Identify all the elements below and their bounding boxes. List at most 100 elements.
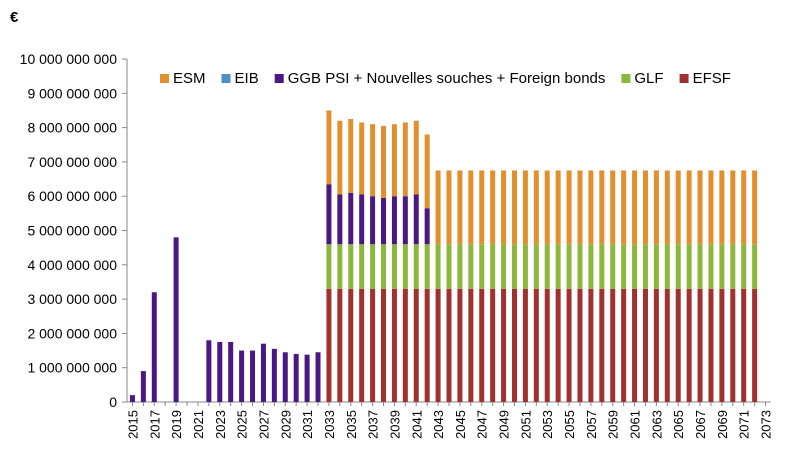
bar-glf-2044 bbox=[446, 244, 452, 289]
legend-swatch-ggb-psi-nouvelles-souches-foreign-bonds bbox=[274, 74, 284, 83]
bar-efsf-2046 bbox=[468, 288, 474, 402]
bar-glf-2038 bbox=[381, 244, 387, 289]
legend-label-esm: ESM bbox=[173, 70, 206, 87]
bar-efsf-2053 bbox=[544, 288, 550, 402]
legend-swatch-eib bbox=[221, 74, 231, 83]
bar-efsf-2054 bbox=[555, 288, 561, 402]
bar-glf-2050 bbox=[511, 244, 517, 289]
bar-glf-2034 bbox=[337, 244, 343, 289]
bar-glf-2060 bbox=[621, 244, 627, 289]
legend: ESM EIB GGB PSI + Nouvelles souches + Fore… bbox=[160, 70, 731, 87]
bar-ggb-psi-nouvelles-souches-foreign-bonds-2034 bbox=[337, 194, 343, 245]
x-tick-label: 2069 bbox=[715, 410, 730, 439]
bar-glf-2040 bbox=[402, 244, 408, 289]
bar-efsf-2049 bbox=[501, 288, 507, 402]
bar-glf-2049 bbox=[501, 244, 507, 289]
y-tick-label: 9 000 000 000 bbox=[27, 85, 117, 101]
x-tick-label: 2065 bbox=[671, 410, 686, 439]
bar-esm-2058 bbox=[599, 170, 605, 245]
bar-glf-2035 bbox=[348, 244, 354, 289]
bar-esm-2042 bbox=[424, 134, 430, 209]
bar-ggb-psi-nouvelles-souches-foreign-bonds-2036 bbox=[359, 194, 365, 245]
bar-esm-2034 bbox=[337, 120, 343, 195]
bar-efsf-2037 bbox=[370, 288, 376, 402]
bar-ggb-psi-nouvelles-souches-foreign-bonds-2042 bbox=[424, 208, 430, 245]
bar-esm-2056 bbox=[577, 170, 583, 245]
bar-efsf-2064 bbox=[664, 288, 670, 402]
bar-glf-2039 bbox=[391, 244, 397, 289]
bar-glf-2071 bbox=[741, 244, 747, 289]
bar-esm-2057 bbox=[588, 170, 594, 245]
bar-ggb-psi-nouvelles-souches-foreign-bonds-2037 bbox=[370, 196, 376, 245]
y-tick-label: 0 bbox=[109, 394, 117, 410]
bar-efsf-2062 bbox=[642, 288, 648, 402]
x-tick-label: 2059 bbox=[606, 410, 621, 439]
unit-label: € bbox=[10, 9, 19, 26]
y-tick-label: 4 000 000 000 bbox=[27, 257, 117, 273]
legend-swatch-glf bbox=[621, 74, 631, 83]
bar-ggb-psi-nouvelles-souches-foreign-bonds-2029 bbox=[282, 352, 288, 402]
bar-glf-2069 bbox=[719, 244, 725, 289]
y-tick-label: 5 000 000 000 bbox=[27, 223, 117, 239]
bar-efsf-2035 bbox=[348, 288, 354, 402]
bar-glf-2067 bbox=[697, 244, 703, 289]
bar-glf-2037 bbox=[370, 244, 376, 289]
x-tick-label: 2033 bbox=[322, 410, 337, 439]
bar-ggb-psi-nouvelles-souches-foreign-bonds-2024 bbox=[228, 341, 234, 402]
x-tick-label: 2027 bbox=[256, 410, 271, 439]
bar-esm-2065 bbox=[675, 170, 681, 245]
bar-glf-2066 bbox=[686, 244, 692, 289]
bar-glf-2061 bbox=[632, 244, 638, 289]
y-tick-label: 7 000 000 000 bbox=[27, 154, 117, 170]
y-tick-label: 3 000 000 000 bbox=[27, 291, 117, 307]
bar-glf-2041 bbox=[413, 244, 419, 289]
x-tick-label: 2021 bbox=[191, 410, 206, 439]
bar-efsf-2048 bbox=[490, 288, 496, 402]
bar-esm-2069 bbox=[719, 170, 725, 245]
y-tick-label: 1 000 000 000 bbox=[27, 360, 117, 376]
bar-esm-2053 bbox=[544, 170, 550, 245]
bar-glf-2070 bbox=[730, 244, 736, 289]
bar-glf-2072 bbox=[752, 244, 758, 289]
x-tick-label: 2061 bbox=[628, 410, 643, 439]
bar-ggb-psi-nouvelles-souches-foreign-bonds-2028 bbox=[271, 348, 277, 402]
x-tick-label: 2049 bbox=[497, 410, 512, 439]
bar-glf-2056 bbox=[577, 244, 583, 289]
bar-efsf-2055 bbox=[566, 288, 572, 402]
bar-efsf-2057 bbox=[588, 288, 594, 402]
bar-esm-2038 bbox=[381, 125, 387, 198]
bar-esm-2055 bbox=[566, 170, 572, 245]
bar-esm-2052 bbox=[533, 170, 539, 245]
x-tick-label: 2039 bbox=[387, 410, 402, 439]
bar-efsf-2034 bbox=[337, 288, 343, 402]
x-tick-label: 2055 bbox=[562, 410, 577, 439]
bar-esm-2033 bbox=[326, 110, 332, 185]
bar-efsf-2041 bbox=[413, 288, 419, 402]
x-tick-label: 2023 bbox=[213, 410, 228, 439]
bar-ggb-psi-nouvelles-souches-foreign-bonds-2038 bbox=[381, 197, 387, 245]
bar-efsf-2036 bbox=[359, 288, 365, 402]
bar-efsf-2071 bbox=[741, 288, 747, 402]
bar-glf-2045 bbox=[457, 244, 463, 289]
bar-glf-2051 bbox=[522, 244, 528, 289]
y-axis: 0 1 000 000 000 2 000 000 000 3 000 000 000… bbox=[20, 51, 128, 410]
bar-efsf-2058 bbox=[599, 288, 605, 402]
legend-label-ggb-psi-nouvelles-souches-foreign-bonds: GGB PSI + Nouvelles souches + Foreign bo… bbox=[288, 70, 606, 87]
legend-label-efsf: EFSF bbox=[693, 70, 731, 87]
bar-esm-2067 bbox=[697, 170, 703, 245]
bar-ggb-psi-nouvelles-souches-foreign-bonds-2019 bbox=[173, 237, 179, 402]
bar-glf-2064 bbox=[664, 244, 670, 289]
bar-glf-2058 bbox=[599, 244, 605, 289]
bar-esm-2041 bbox=[413, 120, 419, 195]
bar-esm-2047 bbox=[479, 170, 485, 245]
x-tick-label: 2057 bbox=[584, 410, 599, 439]
bar-esm-2035 bbox=[348, 119, 354, 193]
bar-ggb-psi-nouvelles-souches-foreign-bonds-2025 bbox=[239, 350, 245, 402]
bar-ggb-psi-nouvelles-souches-foreign-bonds-2041 bbox=[413, 194, 419, 245]
legend-swatch-efsf bbox=[679, 74, 689, 83]
bar-esm-2060 bbox=[621, 170, 627, 245]
bar-efsf-2072 bbox=[752, 288, 758, 402]
bar-esm-2043 bbox=[435, 170, 441, 245]
bar-esm-2062 bbox=[642, 170, 648, 245]
legend-swatch-esm bbox=[160, 74, 169, 83]
